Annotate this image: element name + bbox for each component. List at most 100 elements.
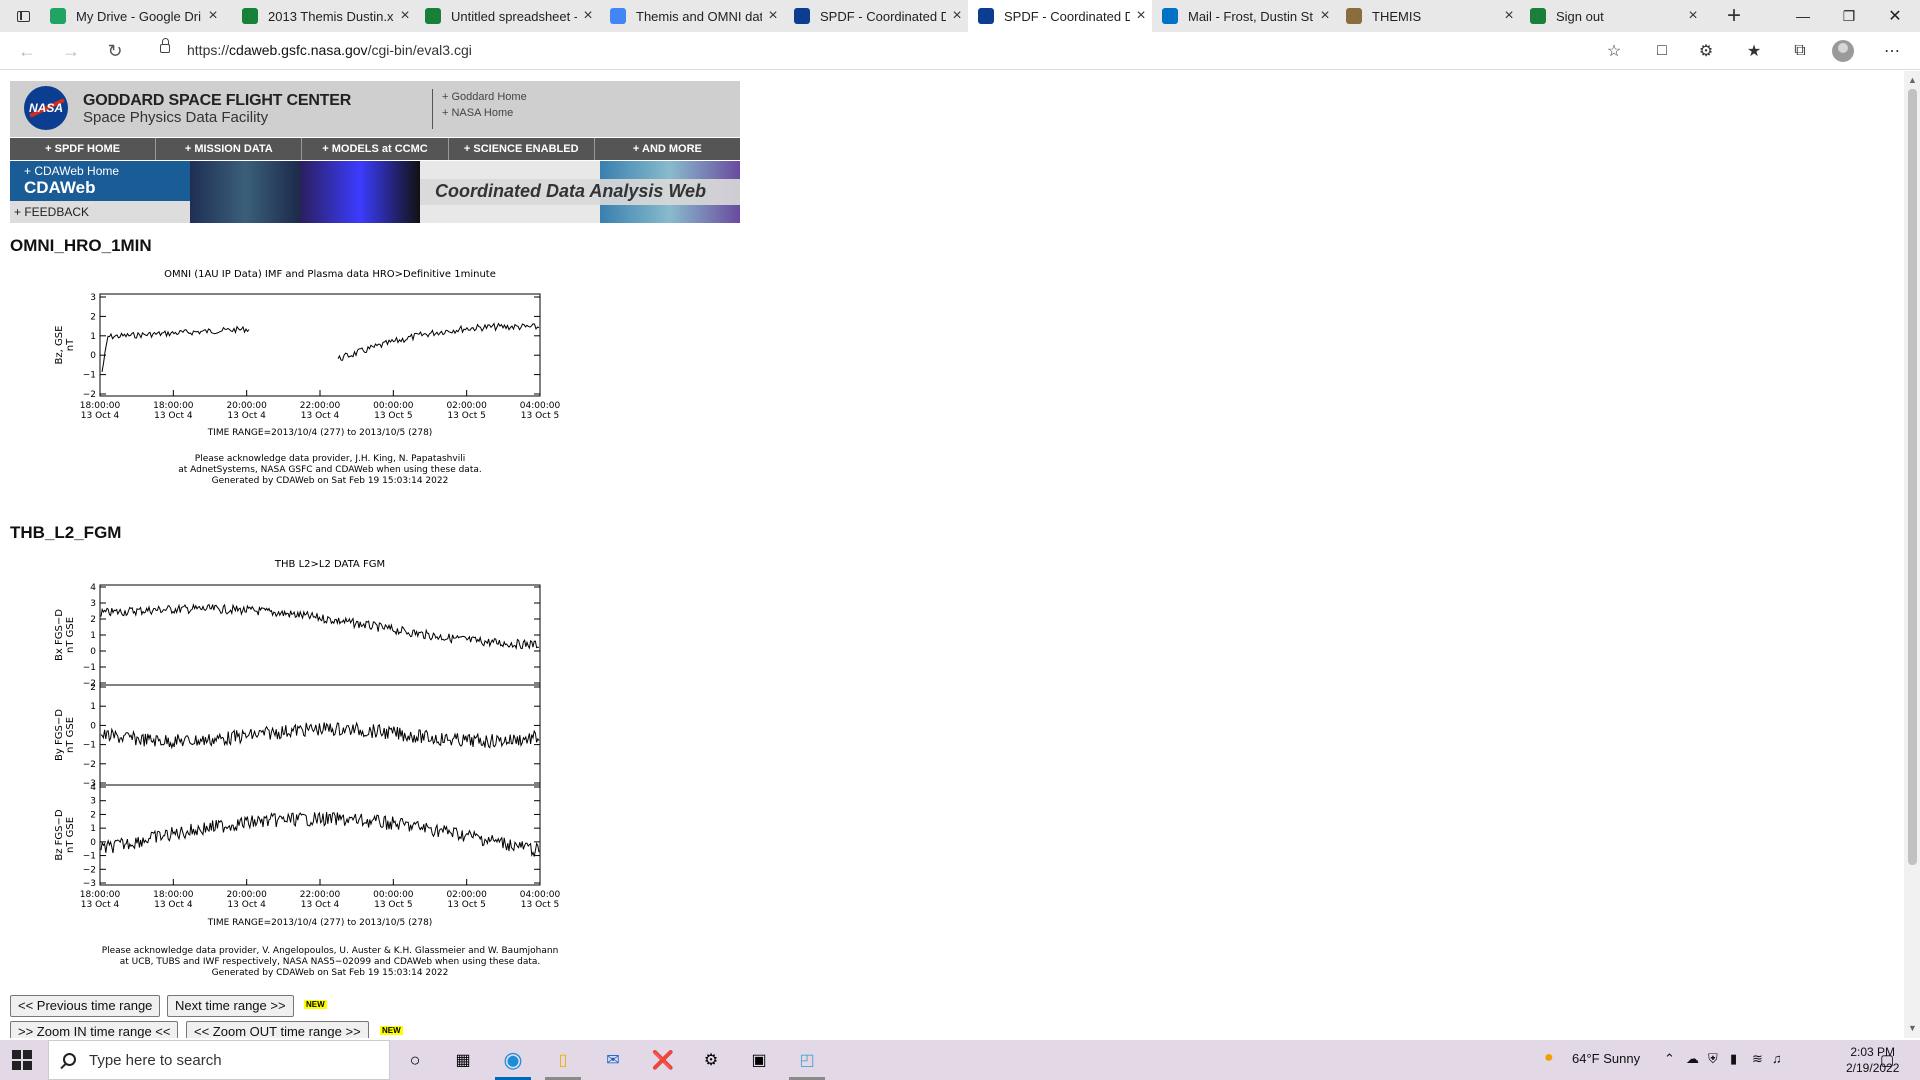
zoom-in-button[interactable]: >> Zoom IN time range << — [10, 1021, 179, 1038]
windows-taskbar: Type here to search ○ ▦ ◉ ▯ ✉ ❌ ⚙ ▣ ◰ ● … — [0, 1040, 1920, 1080]
nav-models-ccmc[interactable]: + MODELS at CCMC — [302, 138, 449, 160]
browser-tab[interactable]: SPDF - Coordinated D × — [968, 0, 1152, 32]
y-tick-label: 0 — [90, 647, 96, 657]
close-tab-icon[interactable]: × — [400, 7, 410, 24]
browser-tab[interactable]: THEMIS × — [1336, 0, 1520, 32]
settings-menu-icon[interactable]: ⋯ — [1884, 43, 1900, 60]
browser-tab[interactable]: Themis and OMNI dat × — [600, 0, 784, 32]
taskbar-search[interactable]: Type here to search — [48, 1040, 390, 1080]
battery-icon[interactable]: ▮ — [1730, 1051, 1738, 1066]
zoom-out-button[interactable]: << Zoom OUT time range >> — [186, 1021, 369, 1038]
y-tick-label: 2 — [90, 312, 96, 322]
y-tick-label: 1 — [90, 631, 96, 641]
close-tab-icon[interactable]: × — [208, 7, 218, 24]
thb-dataset-title: THB_L2_FGM — [10, 523, 122, 542]
scroll-up-icon[interactable]: ▲ — [1908, 75, 1917, 85]
thb-time-range: TIME RANGE=2013/10/4 (277) to 2013/10/5 … — [207, 918, 433, 928]
browser-tab[interactable]: Untitled spreadsheet - × — [415, 0, 599, 32]
nav-spdf-home[interactable]: + SPDF HOME — [10, 138, 157, 160]
onedrive-icon[interactable]: ☁ — [1686, 1051, 1699, 1066]
volume-icon[interactable]: ♫ — [1772, 1051, 1782, 1066]
scrollbar-thumb[interactable] — [1908, 89, 1917, 865]
omni-time-range: TIME RANGE=2013/10/4 (277) to 2013/10/5 … — [207, 428, 433, 438]
clock-time: 2:03 PM — [1850, 1045, 1896, 1059]
reading-view-icon[interactable]: □ — [1657, 42, 1667, 59]
previous-time-range-button[interactable]: << Previous time range — [10, 995, 161, 1017]
y-tick-label: −1 — [83, 663, 96, 673]
nasa-home-link[interactable]: + NASA Home — [442, 107, 514, 119]
clock[interactable]: 2:03 PM 2/19/2022 — [1846, 1044, 1899, 1076]
notifications-icon[interactable]: ▢ — [1880, 1052, 1895, 1069]
minimize-button[interactable]: — — [1796, 8, 1810, 24]
settings-icon[interactable]: ⚙ — [703, 1052, 719, 1069]
security-icon[interactable]: ⛨ — [1708, 1051, 1718, 1066]
y-tick-label: −3 — [83, 779, 96, 789]
header-divider — [432, 89, 433, 129]
close-tab-icon[interactable]: × — [952, 7, 962, 24]
page-scrollbar[interactable]: ▲ ▼ — [1904, 71, 1920, 1038]
x-tick-date: 13 Oct 4 — [154, 900, 193, 910]
close-tab-icon[interactable]: × — [583, 7, 593, 24]
y-tick-label: 1 — [90, 332, 96, 342]
task-view-icon[interactable]: ▦ — [455, 1052, 471, 1069]
app-icon[interactable]: ◰ — [799, 1052, 815, 1069]
omni-plot: OMNI (1AU IP Data) IMF and Plasma data H… — [54, 269, 560, 486]
nav-and-more[interactable]: + AND MORE — [632, 143, 702, 155]
docs-icon — [610, 8, 626, 24]
favorites-icon[interactable]: ★ — [1746, 43, 1762, 60]
y-tick-label: 2 — [90, 683, 96, 693]
collections-icon[interactable]: ⧉ — [1794, 42, 1806, 59]
add-favorite-icon[interactable]: ☆ — [1606, 43, 1622, 60]
banner-title: Coordinated Data Analysis Web — [435, 181, 707, 201]
close-tab-icon[interactable]: × — [1320, 7, 1330, 24]
new-tab-button[interactable]: + — [1726, 2, 1741, 29]
weather-text[interactable]: 64°F Sunny — [1572, 1051, 1641, 1066]
close-tab-icon[interactable]: × — [1688, 7, 1698, 24]
weather-icon[interactable]: ● — [1544, 1049, 1554, 1066]
extensions-icon[interactable]: ⚙ — [1698, 43, 1714, 60]
wifi-icon[interactable]: ≋ — [1752, 1051, 1763, 1066]
feedback-link[interactable]: + FEEDBACK — [10, 201, 190, 223]
nav-mission-data[interactable]: + MISSION DATA — [156, 138, 303, 160]
nav-science-enabled[interactable]: + SCIENCE ENABLED — [449, 138, 595, 160]
tab-actions-icon[interactable] — [0, 0, 46, 32]
y-tick-label: 3 — [90, 599, 96, 609]
lock-icon[interactable] — [160, 38, 170, 53]
url-field[interactable]: https://cdaweb.gsfc.nasa.gov/cgi-bin/eva… — [187, 42, 472, 58]
x-tick-date: 13 Oct 5 — [521, 900, 559, 910]
nasa-logo[interactable]: NASA — [24, 86, 68, 130]
sheets-icon — [425, 8, 441, 24]
terminal-icon[interactable]: ▣ — [751, 1052, 767, 1069]
x-tick-time: 02:00:00 — [446, 890, 487, 900]
browser-tab[interactable]: My Drive - Google Dri × — [40, 0, 224, 32]
thb-bz-label-2: nT GSE — [65, 817, 76, 853]
close-window-button[interactable]: ✕ — [1888, 8, 1902, 25]
xbox-icon[interactable]: ❌ — [651, 1049, 675, 1070]
profile-avatar[interactable] — [1832, 40, 1854, 62]
browser-tab[interactable]: SPDF - Coordinated D × — [784, 0, 968, 32]
edge-icon[interactable]: ◉ — [503, 1047, 523, 1072]
forward-button[interactable]: → — [62, 40, 80, 61]
browser-tab[interactable]: 2013 Themis Dustin.xl × — [232, 0, 416, 32]
file-explorer-icon[interactable]: ▯ — [558, 1052, 568, 1069]
y-tick-label: 3 — [90, 293, 96, 303]
tab-title: SPDF - Coordinated D — [1004, 8, 1130, 24]
next-time-range-button[interactable]: Next time range >> — [167, 995, 294, 1017]
start-button[interactable] — [12, 1050, 32, 1070]
back-button[interactable]: ← — [18, 40, 36, 61]
cortana-icon[interactable]: ○ — [409, 1049, 421, 1070]
browser-tab[interactable]: Sign out × — [1520, 0, 1704, 32]
cdaweb-home-link[interactable]: + CDAWeb Home — [24, 164, 120, 178]
gsfc-title: GODDARD SPACE FLIGHT CENTER — [83, 92, 352, 109]
mail-icon[interactable]: ✉ — [606, 1052, 620, 1069]
goddard-home-link[interactable]: + Goddard Home — [442, 91, 527, 103]
restore-button[interactable]: ❐ — [1842, 7, 1856, 24]
refresh-button[interactable]: ↻ — [107, 40, 123, 61]
close-tab-icon[interactable]: × — [768, 7, 778, 24]
browser-tab[interactable]: Mail - Frost, Dustin St × — [1152, 0, 1336, 32]
tray-chevron-icon[interactable]: ⌃ — [1664, 1051, 1675, 1066]
close-tab-icon[interactable]: × — [1136, 7, 1146, 24]
scroll-down-icon[interactable]: ▼ — [1908, 1023, 1917, 1033]
close-tab-icon[interactable]: × — [1504, 7, 1514, 24]
thb-bx-label-1: Bx FGS−D — [54, 609, 65, 661]
